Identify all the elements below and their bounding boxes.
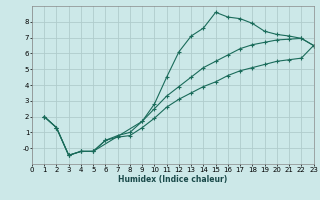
X-axis label: Humidex (Indice chaleur): Humidex (Indice chaleur)	[118, 175, 228, 184]
